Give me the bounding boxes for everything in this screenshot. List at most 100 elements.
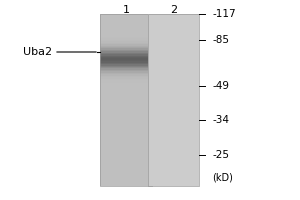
- Bar: [100, 101, 152, 103]
- Bar: [148, 70, 200, 72]
- Bar: [100, 81, 152, 83]
- Bar: [148, 28, 200, 30]
- Bar: [148, 172, 200, 174]
- Bar: [100, 114, 152, 116]
- Bar: [100, 111, 152, 113]
- Bar: [148, 96, 200, 98]
- Bar: [100, 34, 152, 36]
- Bar: [100, 172, 152, 174]
- Bar: [148, 185, 200, 186]
- Bar: [100, 23, 152, 24]
- Bar: [100, 74, 152, 76]
- Bar: [100, 43, 152, 45]
- Bar: [148, 150, 200, 152]
- Bar: [148, 180, 200, 182]
- Bar: [100, 71, 152, 73]
- Bar: [100, 120, 152, 122]
- Bar: [100, 78, 152, 80]
- Bar: [148, 54, 200, 56]
- Bar: [148, 37, 200, 39]
- Bar: [100, 44, 152, 46]
- Bar: [148, 21, 200, 23]
- Bar: [100, 163, 152, 165]
- Bar: [148, 139, 200, 141]
- Bar: [148, 15, 200, 17]
- Bar: [100, 109, 152, 110]
- Bar: [100, 41, 152, 43]
- Bar: [148, 23, 200, 24]
- Bar: [148, 149, 200, 151]
- Bar: [148, 25, 200, 27]
- Bar: [100, 164, 152, 166]
- Bar: [148, 110, 200, 112]
- Bar: [100, 15, 152, 17]
- Bar: [148, 175, 200, 176]
- Bar: [100, 169, 152, 171]
- Bar: [148, 109, 200, 110]
- Bar: [148, 142, 200, 143]
- Bar: [100, 14, 152, 16]
- Bar: [100, 48, 152, 50]
- Bar: [148, 119, 200, 120]
- Bar: [100, 89, 152, 90]
- Text: 2: 2: [170, 5, 178, 15]
- Bar: [100, 113, 152, 115]
- Bar: [148, 60, 200, 62]
- Bar: [100, 57, 152, 59]
- Text: Uba2: Uba2: [23, 47, 52, 57]
- Bar: [148, 159, 200, 161]
- Bar: [148, 120, 200, 122]
- Text: -85: -85: [212, 35, 230, 45]
- Bar: [100, 94, 152, 96]
- Bar: [100, 46, 152, 47]
- Bar: [100, 53, 152, 55]
- Bar: [100, 14, 152, 186]
- Bar: [100, 27, 152, 29]
- Bar: [148, 160, 200, 162]
- Bar: [100, 149, 152, 151]
- Bar: [100, 156, 152, 158]
- Bar: [100, 100, 152, 102]
- Bar: [100, 152, 152, 153]
- Bar: [148, 169, 200, 171]
- Text: -117: -117: [212, 9, 236, 19]
- Bar: [100, 142, 152, 143]
- Bar: [100, 170, 152, 172]
- Bar: [148, 38, 200, 40]
- Bar: [100, 33, 152, 34]
- Bar: [100, 77, 152, 79]
- Bar: [100, 104, 152, 106]
- Bar: [100, 123, 152, 125]
- Bar: [148, 74, 200, 76]
- Bar: [100, 130, 152, 132]
- Bar: [148, 90, 200, 92]
- Bar: [148, 91, 200, 93]
- Text: -25: -25: [212, 150, 230, 160]
- Bar: [148, 58, 200, 60]
- Bar: [148, 87, 200, 89]
- Bar: [148, 101, 200, 103]
- Bar: [100, 54, 152, 56]
- Bar: [100, 50, 152, 52]
- Bar: [100, 91, 152, 93]
- Bar: [148, 153, 200, 155]
- Bar: [100, 56, 152, 57]
- Bar: [100, 150, 152, 152]
- Bar: [148, 140, 200, 142]
- Bar: [100, 116, 152, 118]
- Bar: [148, 73, 200, 75]
- Bar: [100, 106, 152, 108]
- Bar: [148, 76, 200, 77]
- Bar: [100, 51, 152, 53]
- Bar: [148, 170, 200, 172]
- Bar: [100, 80, 152, 82]
- Bar: [148, 146, 200, 148]
- Bar: [100, 40, 152, 42]
- Bar: [100, 160, 152, 162]
- Bar: [148, 97, 200, 99]
- Bar: [148, 173, 200, 175]
- Bar: [148, 103, 200, 105]
- Bar: [148, 130, 200, 132]
- Bar: [148, 116, 200, 118]
- Bar: [100, 182, 152, 184]
